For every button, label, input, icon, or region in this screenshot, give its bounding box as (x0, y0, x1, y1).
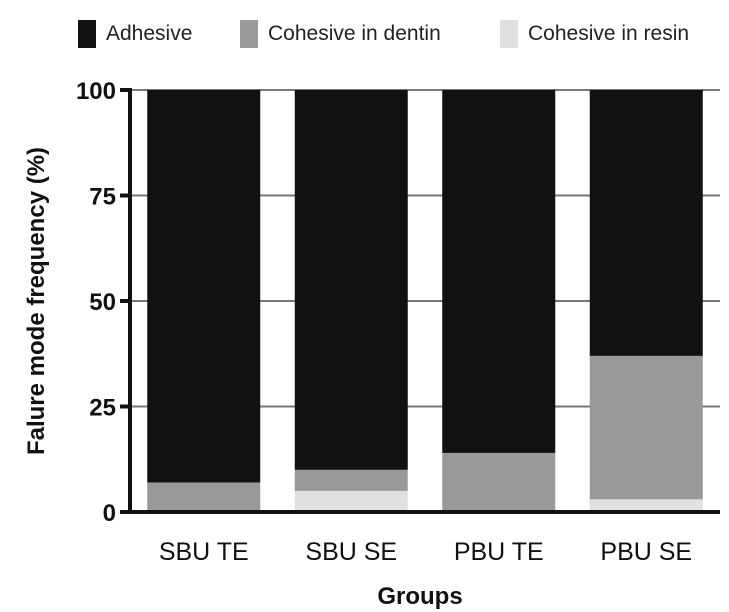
y-tick-label-100: 100 (76, 78, 116, 105)
legend-swatch-cohesive-in-resin (500, 20, 518, 48)
bar-sbu-te-cohesive-in-dentin (147, 482, 261, 512)
y-tick-label-50: 50 (89, 289, 116, 316)
bar-pbu-te-adhesive (442, 90, 556, 453)
bar-sbu-se-cohesive-in-dentin (294, 469, 408, 491)
bar-sbu-se-cohesive-in-resin (294, 490, 408, 512)
legend: Adhesive Cohesive in dentin Cohesive in re… (0, 0, 729, 70)
y-tick-label-25: 25 (89, 395, 116, 422)
legend-swatch-cohesive-in-dentin (240, 20, 258, 48)
bar-sbu-se-adhesive (294, 90, 408, 470)
y-axis-title: Falure mode frequency (%) (23, 147, 50, 455)
bar-pbu-te-cohesive-in-dentin (442, 452, 556, 512)
bar-pbu-se-cohesive-in-dentin (589, 355, 703, 500)
x-axis-title: Groups (377, 583, 462, 610)
y-tick-label-75: 75 (89, 184, 116, 211)
x-tick-label-sbu-te: SBU TE (159, 538, 249, 566)
bar-pbu-se-adhesive (589, 90, 703, 356)
x-tick-label-pbu-se: PBU SE (600, 538, 692, 566)
x-tick-label-sbu-se: SBU SE (305, 538, 397, 566)
x-tick-label-pbu-te: PBU TE (454, 538, 544, 566)
y-tick-label-0: 0 (103, 500, 116, 527)
legend-label-cohesive-in-resin: Cohesive in resin (528, 22, 690, 45)
legend-item-cohesive-in-resin: Cohesive in resin (500, 20, 689, 48)
legend-label-cohesive-in-dentin: Cohesive in dentin (268, 22, 441, 45)
legend-item-cohesive-in-dentin: Cohesive in dentin (240, 20, 441, 48)
legend-swatch-adhesive (78, 20, 96, 48)
legend-label-adhesive: Adhesive (106, 22, 193, 45)
bar-sbu-te-adhesive (147, 90, 261, 483)
bar-pbu-se-cohesive-in-resin (589, 499, 703, 512)
legend-item-adhesive: Adhesive (78, 20, 192, 48)
